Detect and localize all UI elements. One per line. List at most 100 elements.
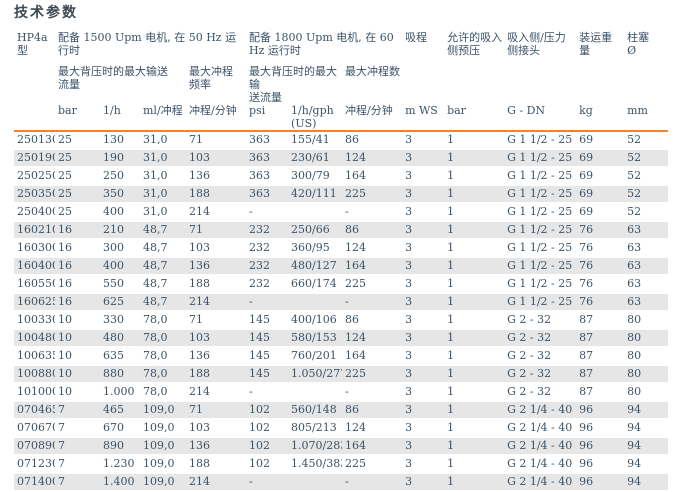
cell-inlet-bar: 1 xyxy=(444,220,505,239)
header-shipping-weight: 装运重量 xyxy=(579,31,613,57)
cell-mm: 80 xyxy=(624,364,669,383)
cell-strokes-per-min-60hz: 164 xyxy=(342,166,403,185)
cell-g-dn: G 1 1/2 - 25 xyxy=(504,202,577,221)
unit-l-h-gph-us: 1/h/gph (US) xyxy=(288,104,343,132)
cell-bar-50hz: 16 xyxy=(55,274,100,293)
cell-ml-per-stroke: 48,7 xyxy=(140,238,186,257)
unit-l-per-h: 1/h xyxy=(100,104,140,132)
cell-g-dn: G 1 1/2 - 25 xyxy=(504,148,577,167)
cell-inlet-bar: 1 xyxy=(444,382,505,401)
cell-ml-per-stroke: 109,0 xyxy=(140,400,186,419)
cell-g-dn: G 1 1/2 - 25 xyxy=(504,238,577,257)
table-row-250190: 250190 25 190 31,0 103 363 230/61 124 3 1 G 1 1/2 … xyxy=(14,148,669,167)
cell-inlet-bar: 1 xyxy=(444,472,505,490)
cell-psi: 232 xyxy=(246,238,289,257)
cell-ml-per-stroke: 109,0 xyxy=(140,454,186,473)
cell-strokes-per-min-50hz: 214 xyxy=(186,472,247,490)
cell-strokes-per-min-50hz: 188 xyxy=(186,454,247,473)
cell-strokes-per-min-50hz: 71 xyxy=(186,220,247,239)
cell-g-dn: G 1 1/2 - 25 xyxy=(504,274,577,293)
cell-psi: 145 xyxy=(246,310,289,329)
cell-g-dn: G 1 1/2 - 25 xyxy=(504,166,577,185)
cell-bar-50hz: 10 xyxy=(55,346,100,365)
cell-m-ws: 3 xyxy=(402,238,445,257)
cell-g-dn: G 2 - 32 xyxy=(504,310,577,329)
table-row-070465: 070465 7 465 109,0 71 102 560/148 86 3 1 G 2 1/4 -… xyxy=(14,400,669,419)
cell-g-dn: G 1 1/2 - 25 xyxy=(504,292,577,311)
cell-l-per-h-50hz: 480 xyxy=(100,328,140,347)
cell-mm: 52 xyxy=(624,130,669,149)
unit-mm: mm xyxy=(624,104,669,132)
cell-model: 100330 xyxy=(14,310,55,329)
cell-inlet-bar: 1 xyxy=(444,400,505,419)
cell-mm: 80 xyxy=(624,346,669,365)
cell-inlet-bar: 1 xyxy=(444,436,505,455)
cell-ml-per-stroke: 78,0 xyxy=(140,364,186,383)
header-suction-lift: 吸程 xyxy=(405,31,428,44)
cell-bar-50hz: 10 xyxy=(55,382,100,401)
cell-bar-50hz: 10 xyxy=(55,328,100,347)
cell-bar-50hz: 16 xyxy=(55,256,100,275)
cell-kg: 96 xyxy=(576,418,625,437)
cell-kg: 69 xyxy=(576,148,625,167)
cell-l-per-h-50hz: 250 xyxy=(100,166,140,185)
table-row-071230: 071230 7 1.230 109,0 188 102 1.450/383 225 3 1 G 2… xyxy=(14,454,669,473)
cell-l-h-gph-us: 300/79 xyxy=(288,166,343,185)
table-row-070670: 070670 7 670 109,0 103 102 805/213 124 3 1 G 2 1/4… xyxy=(14,418,669,437)
cell-strokes-per-min-60hz: - xyxy=(342,202,403,221)
subheader-max-stroke-freq-50hz: 最大冲程 频率 xyxy=(189,65,233,91)
cell-model: 070670 xyxy=(14,418,55,437)
cell-strokes-per-min-60hz: 164 xyxy=(342,346,403,365)
cell-inlet-bar: 1 xyxy=(444,310,505,329)
cell-mm: 63 xyxy=(624,274,669,293)
cell-strokes-per-min-50hz: 103 xyxy=(186,328,247,347)
cell-model: 160625 xyxy=(14,292,55,311)
cell-l-h-gph-us: 360/95 xyxy=(288,238,343,257)
table-row-100635: 100635 10 635 78,0 136 145 760/201 164 3 1 G 2 - 3… xyxy=(14,346,669,365)
unit-g-dn: G - DN xyxy=(504,104,577,132)
cell-strokes-per-min-50hz: 136 xyxy=(186,436,247,455)
cell-l-per-h-50hz: 465 xyxy=(100,400,140,419)
cell-kg: 76 xyxy=(576,292,625,311)
unit-bar-50hz: bar xyxy=(55,104,100,132)
cell-l-per-h-50hz: 670 xyxy=(100,418,140,437)
cell-strokes-per-min-50hz: 71 xyxy=(186,130,247,149)
cell-inlet-bar: 1 xyxy=(444,292,505,311)
cell-inlet-bar: 1 xyxy=(444,274,505,293)
cell-kg: 76 xyxy=(576,238,625,257)
cell-mm: 94 xyxy=(624,436,669,455)
table-row-250400: 250400 25 400 31,0 214- -3 1 G 1 1/2 - 25 69 52 xyxy=(14,202,669,221)
cell-psi: 363 xyxy=(246,184,289,203)
cell-bar-50hz: 16 xyxy=(55,292,100,311)
table-row-250350: 250350 25 350 31,0 188 363 420/111 225 3 1 G 1 1/2… xyxy=(14,184,669,203)
cell-psi: 145 xyxy=(246,346,289,365)
cell-inlet-bar: 1 xyxy=(444,454,505,473)
cell-bar-50hz: 25 xyxy=(55,184,100,203)
cell-model: 071400 xyxy=(14,472,55,490)
table-body: 250130 25 130 31,0 71 363 155/41 86 3 1 G 1 1/2 - … xyxy=(14,130,669,490)
cell-l-per-h-50hz: 880 xyxy=(100,364,140,383)
cell-strokes-per-min-50hz: 71 xyxy=(186,400,247,419)
cell-strokes-per-min-60hz: - xyxy=(342,472,403,490)
page-title: 技术参数 xyxy=(14,5,78,21)
cell-psi: 145 xyxy=(246,328,289,347)
cell-m-ws: 3 xyxy=(402,202,445,221)
cell-inlet-bar: 1 xyxy=(444,166,505,185)
cell-kg: 96 xyxy=(576,436,625,455)
cell-inlet-bar: 1 xyxy=(444,256,505,275)
cell-inlet-bar: 1 xyxy=(444,238,505,257)
cell-mm: 52 xyxy=(624,184,669,203)
cell-kg: 87 xyxy=(576,328,625,347)
cell-psi: - xyxy=(246,202,289,221)
cell-l-per-h-50hz: 1.230 xyxy=(100,454,140,473)
technical-parameters-table: HP4a 型 配备 1500 Upm 电机, 在 50 Hz 运行时 配备 18… xyxy=(14,28,669,490)
cell-l-per-h-50hz: 130 xyxy=(100,130,140,149)
cell-kg: 87 xyxy=(576,364,625,383)
table-header: HP4a 型 配备 1500 Upm 电机, 在 50 Hz 运行时 配备 18… xyxy=(14,28,669,132)
cell-g-dn: G 2 - 32 xyxy=(504,382,577,401)
cell-m-ws: 3 xyxy=(402,418,445,437)
cell-kg: 87 xyxy=(576,310,625,329)
cell-model: 250130 xyxy=(14,130,55,149)
unit-m-ws: m WS xyxy=(402,104,445,132)
cell-model: 250190 xyxy=(14,148,55,167)
